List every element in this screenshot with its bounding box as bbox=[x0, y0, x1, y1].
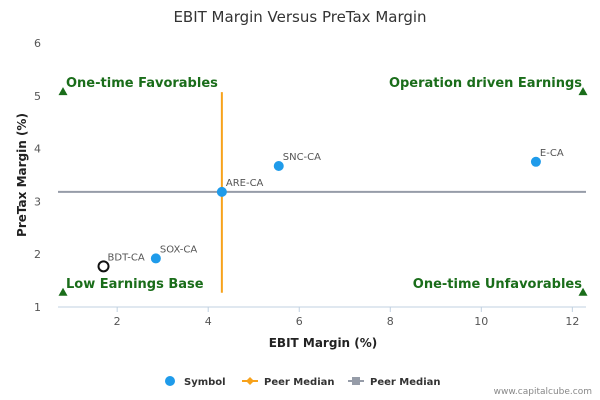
data-point bbox=[150, 253, 161, 264]
x-tick-label: 4 bbox=[205, 315, 212, 328]
y-tick-label: 6 bbox=[34, 37, 41, 50]
y-axis-label: PreTax Margin (%) bbox=[15, 113, 29, 237]
data-point-label: ARE-CA bbox=[226, 178, 264, 189]
quadrant-bottom-left-marker bbox=[58, 287, 68, 296]
chart-title: EBIT Margin Versus PreTax Margin bbox=[173, 8, 426, 26]
y-tick-label: 5 bbox=[34, 90, 41, 103]
data-points: E-CA SNC-CA ARE-CA SOX-CA BDT-CA bbox=[97, 148, 564, 273]
data-point-label: SNC-CA bbox=[283, 152, 321, 163]
quadrant-top-left-label: One-time Favorables bbox=[66, 76, 218, 91]
data-point bbox=[273, 161, 284, 172]
quadrant-bottom-right-label: One-time Unfavorables bbox=[413, 277, 582, 292]
legend-diamond-marker bbox=[246, 377, 254, 385]
quadrant-top-left-marker bbox=[58, 87, 68, 96]
x-axis-label: EBIT Margin (%) bbox=[269, 336, 378, 350]
legend-item-label: Peer Median bbox=[370, 377, 441, 388]
data-point bbox=[216, 186, 227, 197]
y-tick-label: 1 bbox=[34, 301, 41, 314]
y-axis-ticks: 1 2 3 4 5 6 bbox=[34, 37, 41, 314]
x-tick-label: 12 bbox=[565, 315, 579, 328]
quadrant-top-right-label: Operation driven Earnings bbox=[389, 76, 582, 91]
data-point-label: BDT-CA bbox=[108, 252, 145, 263]
quadrant-top-right-marker bbox=[578, 87, 588, 96]
x-tick-label: 6 bbox=[296, 315, 303, 328]
data-point bbox=[530, 156, 541, 167]
x-tick-label: 2 bbox=[114, 315, 121, 328]
quadrant-labels: One-time Favorables Operation driven Earn… bbox=[58, 76, 588, 296]
x-tick-label: 10 bbox=[474, 315, 488, 328]
legend-item-label: Peer Median bbox=[264, 377, 335, 388]
quadrant-bottom-right-marker bbox=[578, 287, 588, 296]
legend-square-marker bbox=[352, 377, 360, 385]
x-axis-ticks: 2 4 6 8 10 12 bbox=[114, 307, 579, 328]
data-point-label: E-CA bbox=[540, 148, 564, 159]
y-tick-label: 3 bbox=[34, 195, 41, 208]
data-point bbox=[97, 260, 110, 273]
watermark: www.capitalcube.com bbox=[494, 387, 592, 397]
legend-item-label: Symbol bbox=[184, 377, 226, 388]
legend-symbol-marker bbox=[165, 376, 175, 386]
quadrant-bottom-left-label: Low Earnings Base bbox=[66, 277, 204, 292]
x-tick-label: 8 bbox=[387, 315, 394, 328]
y-tick-label: 2 bbox=[34, 248, 41, 261]
data-point-label: SOX-CA bbox=[160, 244, 198, 255]
y-tick-label: 4 bbox=[34, 143, 41, 156]
legend: Symbol Peer Median Peer Median bbox=[165, 376, 441, 388]
